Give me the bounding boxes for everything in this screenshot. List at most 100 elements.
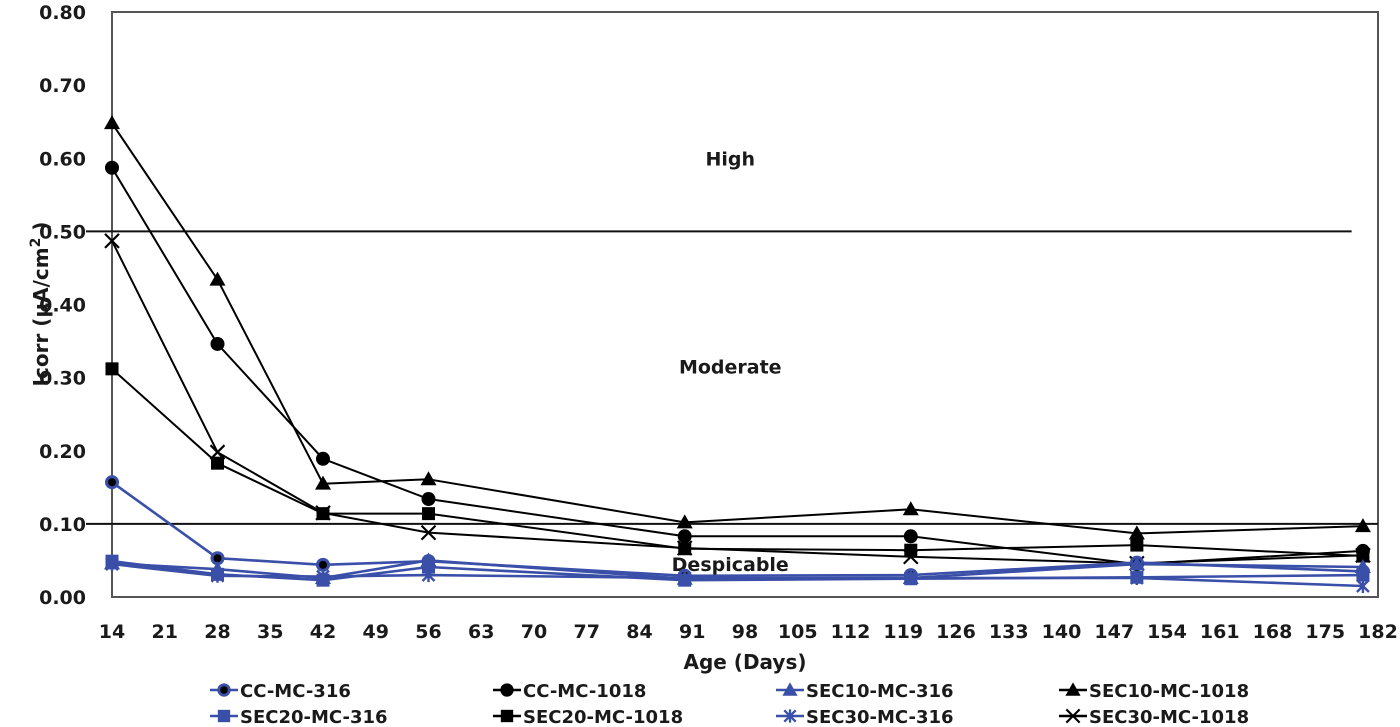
x-tick-label: 140 [1042,621,1082,643]
series-line [111,167,1363,566]
legend-label: CC-MC-1018 [523,681,646,702]
zone-label: Moderate [679,357,782,379]
legend-item: CC-MC-1018 [493,681,646,702]
x-tick-label: 21 [152,621,178,643]
series-line [111,122,1363,535]
marker-square [105,362,119,376]
marker-square [217,709,231,723]
legend-label: CC-MC-316 [240,681,351,702]
data-point [676,514,693,529]
legend-marker [1065,682,1081,696]
marker-x [209,444,226,460]
x-tick-label: 105 [778,621,818,643]
data-point [1356,579,1370,594]
y-tick-label: 0.00 [39,587,86,609]
x-tick-label: 42 [310,621,336,643]
data-point [210,551,225,566]
series-line [111,559,1363,581]
y-tick-label: 0.10 [39,514,86,536]
marker-circle-inner [319,560,327,569]
y-tick-label: 0.20 [39,441,86,463]
y-tick-label: 0.50 [39,221,86,243]
data-point [1130,570,1144,585]
x-tick-label: 77 [574,621,600,643]
data-point [315,505,331,521]
data-point [420,524,437,541]
data-point [421,568,436,583]
x-tick-label: 35 [257,621,283,643]
data-point [104,115,120,130]
y-axis-ticks: 0.00 0.10 0.20 0.30 0.40 0.50 0.60 0.70 0.80 [39,2,86,609]
marker-circle [677,529,692,544]
legend-item: SEC10-MC-1018 [1059,681,1249,702]
marker-x [903,549,919,565]
data-point [904,543,918,557]
data-point [211,456,224,470]
marker-circle [500,683,514,697]
x-tick-label: 56 [415,621,441,643]
data-point [1128,556,1145,571]
marker-asterisk [316,569,330,584]
marker-x [104,233,120,249]
data-point [315,475,331,490]
marker-circle-inner [220,686,228,694]
marker-triangle [209,271,226,286]
x-tick-label: 168 [1253,621,1293,643]
x-tick-label: 119 [883,621,923,643]
data-point [210,568,225,583]
legend-label: SEC20-MC-1018 [523,707,683,727]
data-point [420,471,437,486]
legend-label: SEC30-MC-316 [806,707,954,727]
zone-label: Despicable [672,554,789,576]
marker-circle [421,492,436,507]
y-axis-title-superscript: 2 [28,238,44,248]
marker-triangle [902,501,919,516]
x-axis-title: Age (Days) [683,650,806,674]
marker-circle [210,336,225,351]
data-point [316,557,330,572]
data-point [104,233,120,249]
x-tick-label: 70 [521,621,547,643]
y-tick-label: 0.60 [39,148,86,170]
x-tick-label: 126 [936,621,976,643]
marker-square [500,709,514,723]
x-axis-ticks: 14 21 28 35 42 49 56 63 70 77 84 91 98 105 112 119 126 13… [99,621,1398,643]
marker-asterisk [210,568,225,583]
data-point [903,570,918,585]
data-point [1354,518,1371,533]
y-axis-title: Icorr (µA/cm2 ) [28,222,53,387]
data-point [1356,568,1370,582]
data-point [902,501,919,516]
data-point [105,557,119,572]
marker-triangle [1128,525,1145,540]
x-tick-label: 63 [468,621,494,643]
series-line [111,240,1363,565]
legend-item: SEC30-MC-316 [776,707,954,727]
y-axis-title-tail: ) [29,222,53,238]
marker-square [422,507,435,521]
marker-square [1130,538,1144,552]
y-axis-title-main: Icorr (µA/cm [29,247,53,386]
marker-triangle [676,514,693,529]
legend-marker [782,682,798,696]
marker-circle-inner [108,478,116,487]
x-tick-label: 49 [363,621,389,643]
data-point [1128,525,1145,540]
y-tick-label: 0.40 [39,295,86,317]
marker-asterisk [1130,570,1144,585]
marker-triangle [315,475,331,490]
data-point [903,549,919,565]
legend-item: SEC30-MC-1018 [1059,707,1249,727]
x-tick-label: 154 [1147,621,1187,643]
marker-circle-inner [213,554,222,563]
marker-square [904,543,918,557]
marker-asterisk [677,570,692,585]
plot-area-frame [111,11,1379,598]
zone-labels: High Moderate Despicable [672,148,789,576]
marker-triangle [104,115,120,130]
legend-label: SEC10-MC-1018 [1089,681,1249,702]
marker-square [1356,568,1370,582]
data-point [1130,538,1144,552]
x-tick-label: 133 [989,621,1029,643]
